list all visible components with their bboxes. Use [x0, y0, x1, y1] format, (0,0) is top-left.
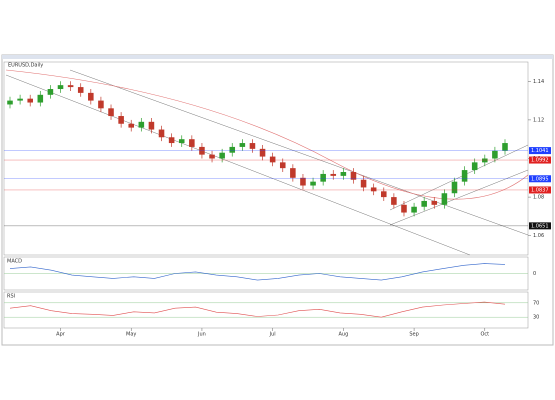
- candle-body: [330, 173, 337, 176]
- y-tick-label: 30: [533, 315, 539, 321]
- price-label-box: [529, 186, 551, 194]
- moving-average: [5, 69, 529, 200]
- indicator-line: [9, 263, 506, 281]
- candle-body: [471, 162, 478, 171]
- x-tick-label: Aug: [338, 332, 348, 338]
- candle-body: [138, 121, 145, 128]
- price-label-box: [529, 222, 551, 230]
- price-label: 1.0895: [531, 176, 549, 182]
- price-label: 1.0837: [531, 187, 549, 193]
- window-frame: [1, 54, 554, 346]
- y-tick-label: 70: [533, 300, 539, 306]
- candle-body: [17, 98, 23, 101]
- x-tick-label: Oct: [480, 332, 489, 338]
- candle-body: [219, 152, 225, 159]
- candle-body: [148, 121, 155, 130]
- y-tick-label: 0: [533, 271, 536, 277]
- candle-body: [441, 193, 448, 205]
- candle-body: [239, 143, 246, 147]
- price-label-box: [529, 175, 551, 183]
- candle-body: [178, 139, 185, 144]
- candle-body: [269, 156, 276, 163]
- indicator-panel: [3, 291, 529, 329]
- price-label: 1.0992: [531, 158, 549, 164]
- candle-body: [300, 177, 306, 186]
- trend-channel: [69, 69, 529, 236]
- candle-body: [88, 92, 94, 101]
- candle-body: [482, 158, 488, 163]
- candle-body: [391, 197, 397, 205]
- candle-body: [57, 85, 64, 90]
- candle-body: [27, 98, 33, 103]
- candle-body: [77, 87, 84, 93]
- trend-channel: [5, 74, 471, 256]
- candle-body: [502, 143, 508, 151]
- y-tick-label: 1.06: [533, 233, 544, 239]
- trend-line: [389, 169, 529, 226]
- candle-body: [37, 94, 44, 103]
- price-label-box: [529, 156, 551, 164]
- indicator-name: RSI: [7, 294, 15, 300]
- candle-body: [461, 170, 468, 182]
- window-bar: [2, 55, 553, 59]
- x-tick-label: Apr: [56, 332, 66, 338]
- candle-body: [401, 204, 407, 213]
- x-tick-label: May: [126, 332, 136, 338]
- indicator-name: MACD: [7, 259, 22, 265]
- x-tick-label: Jul: [269, 332, 276, 338]
- candle-body: [189, 139, 195, 147]
- chart-title: EURUSD,Daily: [8, 63, 43, 69]
- indicator-line: [9, 301, 506, 318]
- candle-body: [7, 100, 13, 105]
- trend-line: [389, 144, 529, 211]
- candle-body: [168, 137, 175, 144]
- price-label-box: [529, 147, 551, 155]
- candle-body: [279, 162, 286, 169]
- candle-body: [310, 181, 316, 186]
- x-tick-label: Jun: [197, 332, 206, 338]
- candle-body: [98, 100, 104, 109]
- candle-body: [360, 179, 367, 188]
- candle-body: [67, 85, 74, 88]
- candle-body: [350, 172, 357, 180]
- candle-body: [421, 200, 427, 207]
- candle-body: [249, 143, 256, 149]
- candle-body: [128, 123, 135, 128]
- y-tick-label: 1.08: [533, 195, 544, 201]
- candle-body: [47, 89, 54, 95]
- candle-body: [431, 200, 438, 205]
- x-tick-label: Sep: [409, 332, 418, 338]
- candle-body: [108, 108, 114, 117]
- y-tick-label: 1.14: [533, 79, 544, 85]
- candle-body: [229, 146, 236, 153]
- price-label: 1.0651: [531, 223, 549, 229]
- candle-body: [209, 154, 215, 159]
- y-tick-label: 1.12: [533, 117, 544, 123]
- candle-body: [492, 150, 498, 159]
- candle-body: [380, 191, 387, 198]
- candle-body: [370, 187, 377, 192]
- candle-body: [158, 129, 165, 138]
- candle-body: [320, 173, 326, 182]
- candle-body: [118, 116, 124, 124]
- price-label: 1.1041: [531, 148, 549, 154]
- candle-body: [411, 206, 417, 213]
- candle-body: [451, 181, 458, 194]
- candle-body: [259, 148, 266, 157]
- candle-body: [290, 168, 296, 178]
- candle-body: [340, 172, 347, 176]
